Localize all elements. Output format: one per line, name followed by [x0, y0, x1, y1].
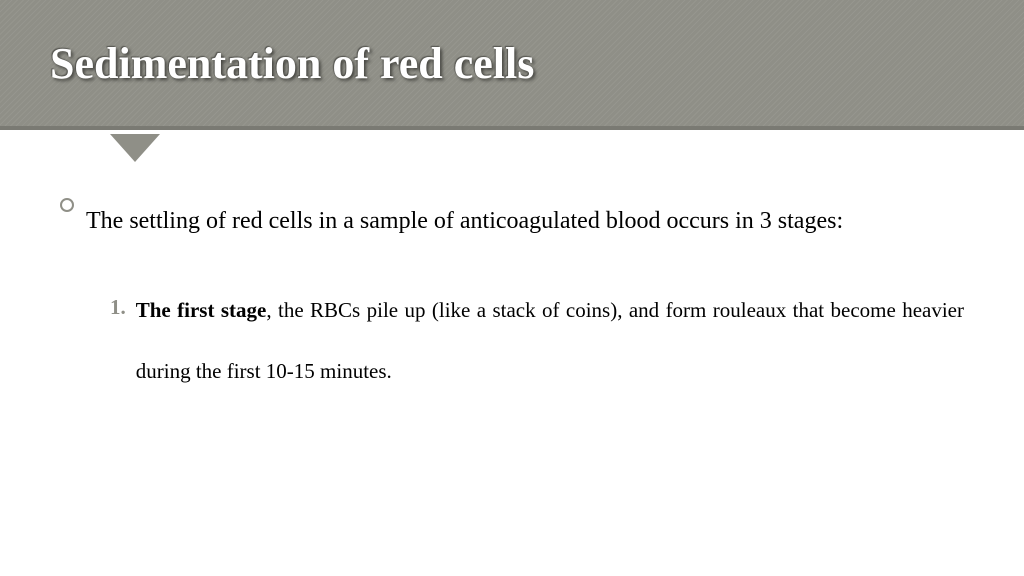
list-item-text: The first stage, the RBCs pile up (like … — [136, 280, 964, 402]
slide-title: Sedimentation of red cells — [50, 38, 534, 89]
header-notch-icon — [110, 134, 160, 162]
stage-list: 1. The first stage, the RBCs pile up (li… — [110, 280, 964, 402]
intro-text: The settling of red cells in a sample of… — [86, 190, 964, 252]
list-item: 1. The first stage, the RBCs pile up (li… — [110, 280, 964, 402]
intro-bullet-row: The settling of red cells in a sample of… — [60, 190, 964, 252]
list-number: 1. — [110, 280, 126, 335]
ring-bullet-icon — [60, 198, 74, 212]
slide-body: The settling of red cells in a sample of… — [0, 130, 1024, 402]
list-item-lead: The first stage — [136, 298, 267, 322]
slide-header: Sedimentation of red cells — [0, 0, 1024, 130]
